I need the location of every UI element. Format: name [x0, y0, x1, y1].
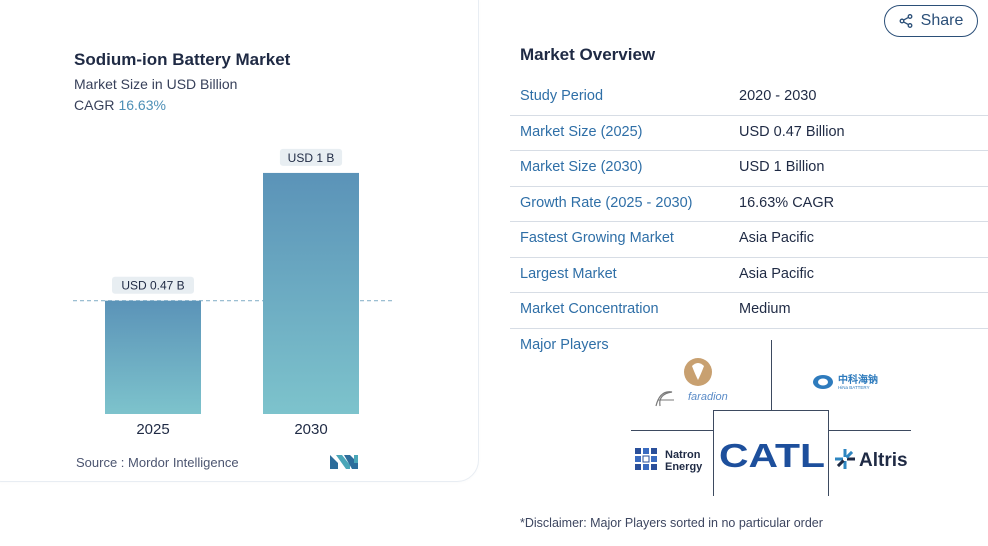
share-button[interactable]: Share [884, 5, 978, 37]
overview-row-market-size-2030: Market Size (2030) USD 1 Billion [510, 151, 988, 187]
row-value: Medium [739, 301, 791, 317]
row-key: Growth Rate (2025 - 2030) [520, 194, 693, 211]
category-label: 2030 [294, 421, 327, 438]
data-label: USD 1 B [288, 151, 335, 165]
major-players-title: Major Players [520, 337, 609, 353]
row-key: Market Size (2025) [520, 123, 643, 140]
chart-card [0, 0, 479, 482]
bar [263, 172, 359, 414]
grid-divider [828, 410, 829, 496]
overview-title: Market Overview [520, 45, 656, 64]
grid-divider [829, 430, 911, 431]
chart-title: Sodium-ion Battery Market [74, 50, 291, 69]
faradion-logo: faradion [650, 356, 750, 410]
row-value: 2020 - 2030 [739, 88, 817, 104]
cagr-label: CAGR [74, 97, 115, 113]
data-label-bg [279, 148, 343, 166]
hina-subtext: HiNa BATTERY [838, 385, 870, 390]
hina-mark-icon: 中科海钠 HiNa BATTERY [813, 373, 878, 390]
chart-subtitle: Market Size in USD Billion [74, 76, 238, 92]
cagr-value: 16.63% [118, 97, 166, 113]
row-value: USD 1 Billion [739, 159, 825, 175]
row-value: 16.63% CAGR [739, 194, 835, 211]
row-key: Market Concentration [520, 301, 659, 317]
data-label-bg [112, 276, 194, 294]
altris-text: Altris [859, 450, 908, 471]
mordor-logo-icon [330, 455, 358, 469]
bar [105, 300, 201, 414]
overview-row-concentration: Market Concentration Medium [510, 293, 988, 329]
faradion-text: faradion [688, 391, 728, 403]
row-key: Study Period [520, 88, 604, 104]
faradion-mark-icon: faradion [655, 358, 728, 407]
share-icon [899, 14, 913, 28]
overview-row-growth-rate: Growth Rate (2025 - 2030) 16.63% CAGR [510, 187, 988, 222]
bar-chart: USD 0.47 B 2025 USD 1 B 2030 [73, 148, 393, 438]
row-value: USD 0.47 Billion [739, 123, 845, 140]
catl-text: CATL [719, 437, 825, 473]
altris-mark-icon: Altris [835, 449, 908, 471]
grid-divider [771, 340, 772, 410]
chart-cagr: CAGR 16.63% [74, 97, 166, 113]
catl-mark-icon: CATL [719, 437, 825, 474]
catl-logo: CATL [716, 437, 828, 474]
natron-mark-icon: Natron Energy [635, 448, 703, 473]
share-label: Share [920, 12, 964, 29]
grid-divider [713, 410, 714, 496]
category-label: 2025 [136, 421, 169, 438]
natron-text: Natron [665, 449, 701, 461]
disclaimer: *Disclaimer: Major Players sorted in no … [520, 516, 823, 530]
row-key: Market Size (2030) [520, 159, 643, 175]
hina-text: 中科海钠 [838, 373, 878, 386]
natron-logo: Natron Energy [633, 446, 711, 474]
grid-divider [631, 430, 713, 431]
row-key: Fastest Growing Market [520, 230, 674, 246]
row-key: Largest Market [520, 265, 617, 282]
row-value: Asia Pacific [739, 230, 814, 246]
row-value: Asia Pacific [739, 265, 814, 282]
altris-logo: Altris [834, 446, 912, 472]
overview-row-largest-market: Largest Market Asia Pacific [510, 258, 988, 293]
overview-table: Study Period 2020 - 2030 Market Size (20… [510, 80, 988, 329]
overview-row-study-period: Study Period 2020 - 2030 [510, 80, 988, 116]
energy-text: Energy [665, 461, 703, 473]
overview-row-market-size-2025: Market Size (2025) USD 0.47 Billion [510, 116, 988, 151]
data-label: USD 0.47 B [121, 279, 184, 293]
chart-source: Source : Mordor Intelligence [76, 455, 239, 470]
grid-divider [713, 410, 829, 411]
overview-row-fastest-growing: Fastest Growing Market Asia Pacific [510, 222, 988, 258]
hina-logo: 中科海钠 HiNa BATTERY [812, 372, 892, 392]
